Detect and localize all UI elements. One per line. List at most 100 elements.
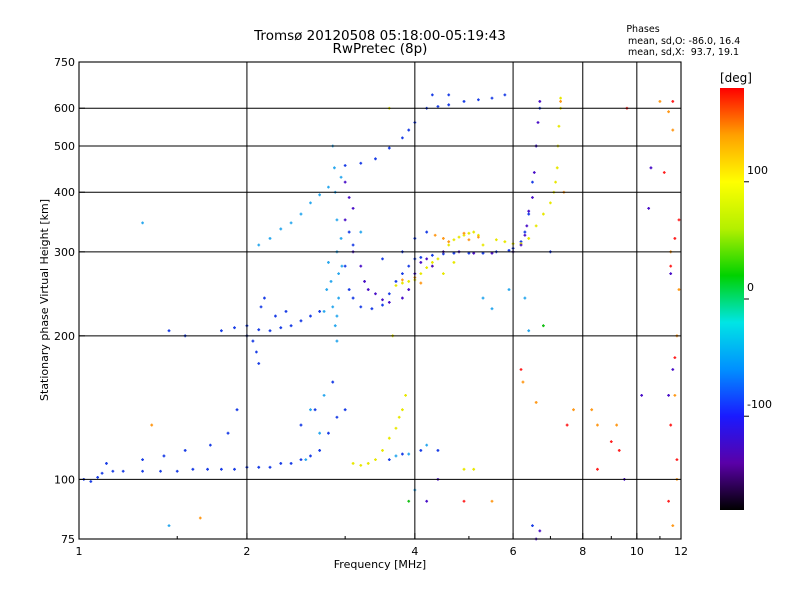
data-point [284,310,288,313]
data-point [615,423,619,427]
data-point [191,467,195,471]
data-point [490,96,494,100]
data-point [331,305,335,309]
data-point [609,440,613,444]
data-point [447,103,451,107]
colorbar-label: [deg] [720,71,752,85]
data-point [673,237,677,240]
data-point [662,171,666,174]
data-point [208,443,212,447]
data-point [525,224,529,228]
data-point [534,224,538,228]
data-point [425,499,429,503]
data-point [167,524,171,528]
x-tick-label: 1 [76,545,83,558]
data-point [289,324,293,328]
y-tick-label: 75 [61,533,75,546]
data-point [198,516,202,520]
data-point [472,467,476,471]
data-point [268,465,272,469]
data-point [340,264,344,268]
data-point [555,166,559,170]
phases-o-mode: mean, sd,O: -86.0, 16.4 [628,36,740,47]
data-point [299,458,303,462]
data-point [381,303,384,307]
data-point [538,529,542,533]
data-point [669,423,673,427]
data-point [401,452,404,456]
data-point [233,326,236,330]
data-point [667,394,670,397]
colorbar-tick-label: 0 [747,281,754,294]
plot-frame [78,61,682,540]
data-point [226,431,230,435]
data-point [366,462,370,465]
data-point [121,469,125,473]
y-tick-label: 400 [54,186,75,199]
data-point [394,284,398,287]
data-point [452,238,456,242]
data-point [268,329,272,333]
data-point [105,462,108,465]
data-point [299,212,303,216]
x-tick-label: 4 [411,545,418,558]
data-point [462,231,466,235]
colorbar-tick-label: -100 [747,398,772,411]
data-point [523,233,527,237]
data-point [559,96,562,100]
data-point [671,368,675,371]
data-point [327,185,330,189]
data-point [462,499,466,503]
data-point [111,469,115,473]
data-point [327,261,330,264]
data-point [335,415,339,419]
phases-x-mode: mean, sd,X: 93.7, 19.1 [628,47,739,58]
data-point [304,458,308,462]
data-point [274,314,277,318]
data-point [503,93,507,97]
data-point [447,243,451,247]
data-point [374,292,377,296]
colorbar-tick-label: 100 [747,164,768,177]
data-point [322,394,326,397]
data-point [347,196,351,199]
data-point [523,296,527,300]
data-point [394,280,398,283]
data-point [401,281,404,285]
data-point [407,264,411,268]
data-point [219,467,223,471]
data-point [617,449,621,452]
data-point [167,329,171,333]
data-point [374,157,377,161]
data-point [257,362,261,365]
y-tick-label: 300 [54,246,75,259]
data-point [279,227,283,231]
data-point [477,235,480,239]
x-tick-label: 6 [510,545,517,558]
data-point [96,475,100,479]
data-point [333,166,336,170]
data-point [335,339,339,343]
data-point [374,458,377,462]
data-point [430,253,434,257]
data-point [590,408,594,412]
data-point [447,240,451,244]
y-tick-label: 750 [54,56,75,69]
data-point [347,230,351,234]
data-point [162,454,166,458]
data-point [667,110,670,114]
data-point [640,394,644,397]
data-point [532,171,536,174]
data-point [257,328,261,332]
data-point [549,201,552,205]
data-point [503,240,507,244]
data-point [175,469,179,473]
data-point [322,310,326,313]
data-point [477,98,480,102]
y-tick-label: 200 [54,330,75,343]
data-point [397,415,401,419]
data-point [527,209,531,213]
data-point [318,431,322,435]
data-point [150,423,154,427]
data-point [387,458,391,462]
